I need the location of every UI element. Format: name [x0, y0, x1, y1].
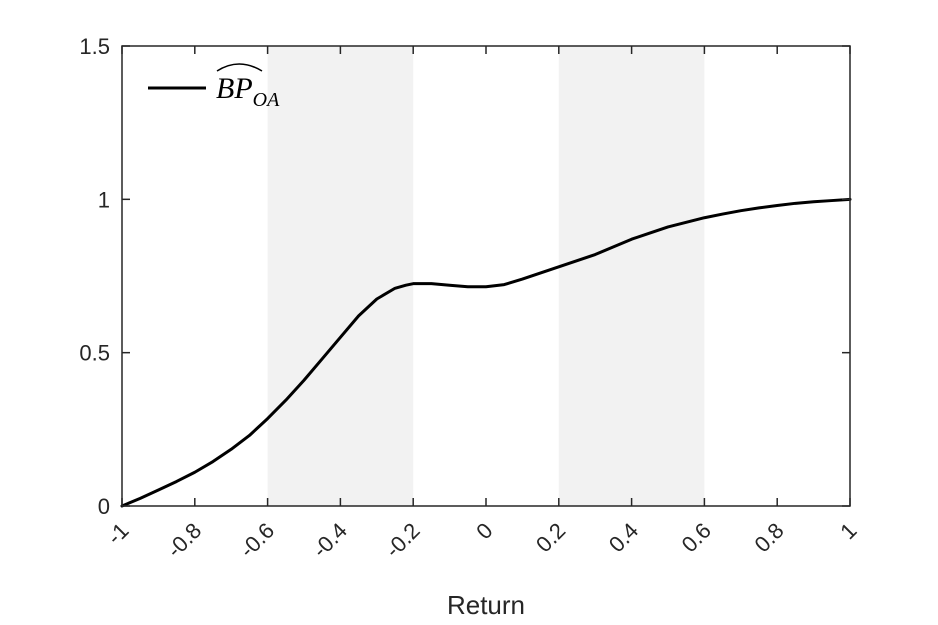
axes	[121, 45, 851, 507]
series-layer	[120, 197, 852, 508]
legend-label-sub: OA	[253, 89, 280, 111]
y-tick-label-0: 0	[98, 494, 110, 519]
x-tick-label-5: 0	[471, 518, 497, 544]
x-tick-label-6: 0.2	[531, 518, 570, 557]
x-tick-label-2: -0.6	[235, 518, 279, 562]
x-tick-label-10: 1	[835, 518, 861, 544]
y-tick-label-2: 1	[98, 187, 110, 212]
legend-hat-icon	[216, 63, 263, 72]
y-tick-label-3: 1.5	[79, 34, 110, 59]
x-tick-label-7: 0.4	[604, 518, 643, 557]
y-tick-label-1: 0.5	[79, 341, 110, 366]
shaded-region-1	[558, 46, 705, 506]
x-tick-label-9: 0.8	[749, 518, 788, 557]
legend-label-main: BP	[216, 72, 253, 105]
x-tick-label-4: -0.2	[380, 518, 424, 562]
x-tick-label-0: -1	[102, 518, 134, 550]
shaded-region-0	[267, 46, 414, 506]
series-line-0	[120, 197, 852, 508]
x-tick-label-1: -0.8	[162, 518, 206, 562]
x-axis-label: Return	[447, 590, 525, 620]
plot-frame	[121, 45, 851, 507]
x-tick-label-8: 0.6	[677, 518, 716, 557]
legend: BPOA	[148, 63, 280, 111]
legend-label-0: BPOA	[216, 72, 280, 111]
x-tick-label-3: -0.4	[307, 518, 351, 562]
shaded-regions	[267, 46, 705, 506]
ticks: -1 -0.8 -0.6 -0.4 -0.2 0 0.2 0.4 0.6 0.8 1 0 0.5 1 1.5	[79, 34, 861, 562]
